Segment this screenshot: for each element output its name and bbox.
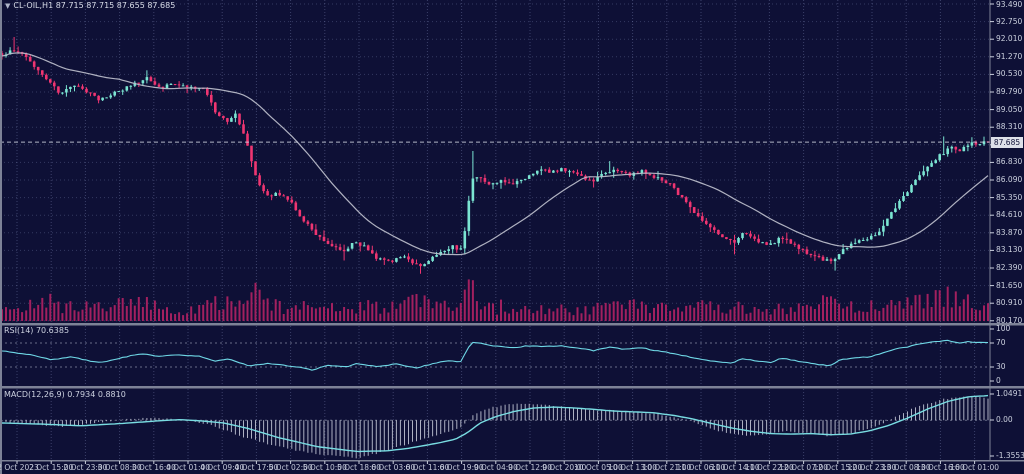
chart-canvas[interactable]	[0, 0, 1024, 474]
chart-window: ▼ CL-OIL,H1 87.715 87.715 87.655 87.685 R…	[0, 0, 1024, 474]
